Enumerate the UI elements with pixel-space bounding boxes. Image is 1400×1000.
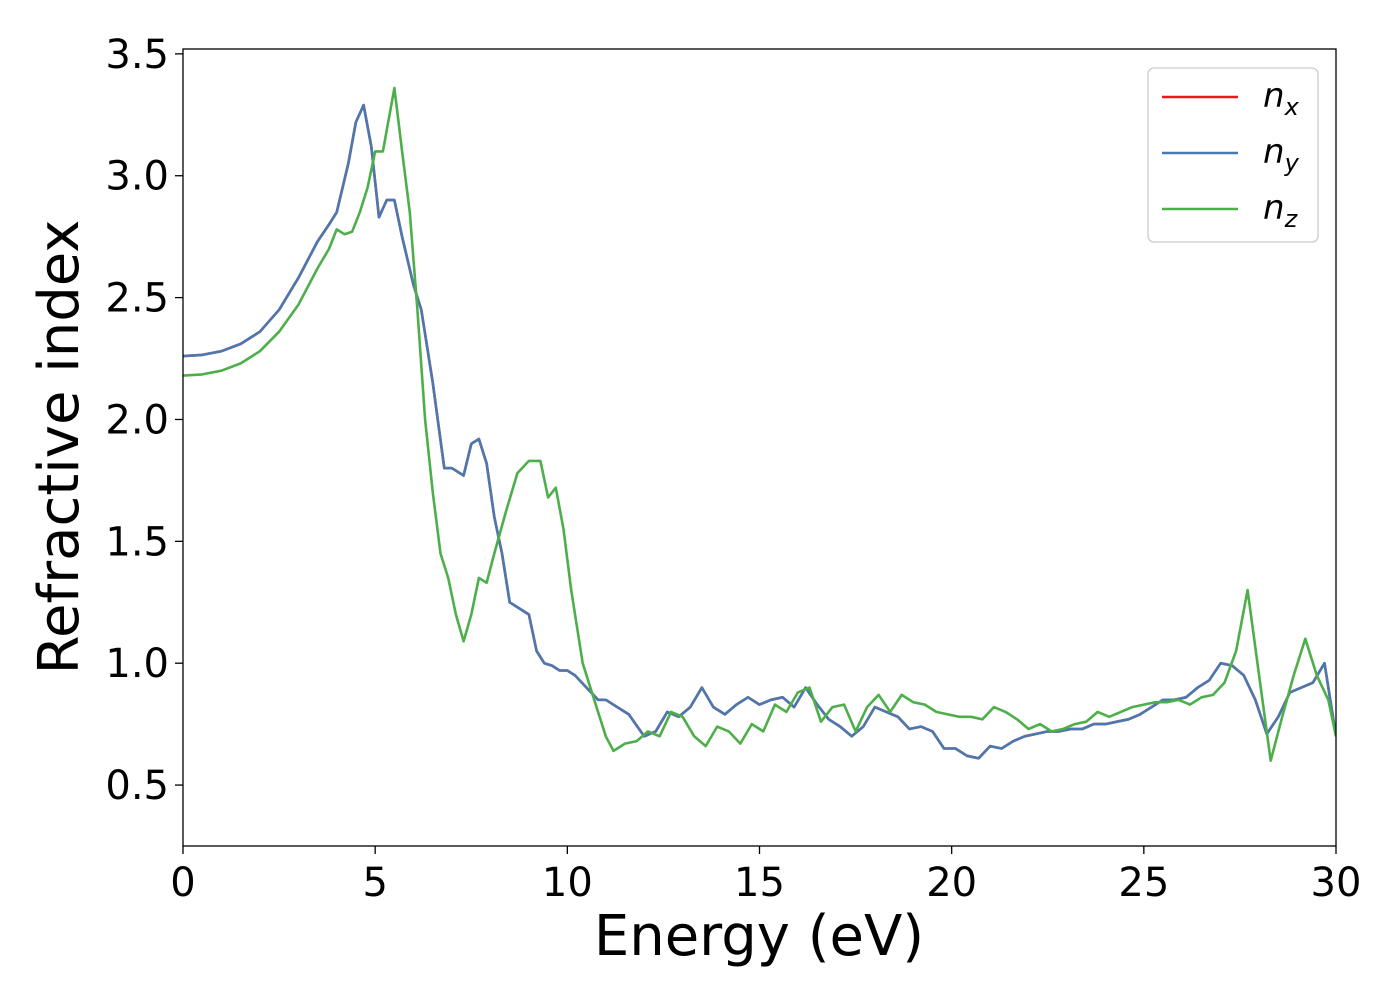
x-tick-label: 25: [1118, 860, 1169, 906]
y-axis-label: Refractive index: [27, 220, 92, 675]
y-tick-label: 1.5: [105, 519, 169, 565]
y-tick-label: 2.5: [105, 276, 169, 322]
x-tick-label: 30: [1311, 860, 1362, 906]
y-tick-label: 3.0: [105, 154, 169, 200]
legend-label-nz: nz: [1263, 188, 1299, 233]
series-line-nz: [183, 86, 1336, 762]
x-tick-label: 20: [926, 860, 977, 906]
legend-box: [1147, 67, 1319, 243]
y-tick-label: 0.5: [105, 763, 169, 809]
legend-label-ny: ny: [1263, 132, 1300, 177]
x-tick-label: 0: [170, 860, 195, 906]
plot-frame: [182, 48, 1337, 847]
y-tick-label: 3.5: [105, 32, 169, 78]
series-line-ny: [183, 103, 1336, 760]
y-tick-label: 1.0: [105, 641, 169, 687]
legend: nx ny nz: [1147, 67, 1319, 243]
x-axis: 0 5 10 15 20 25 30: [170, 846, 1361, 906]
legend-label-nx: nx: [1263, 76, 1300, 121]
y-axis: 0.5 1.0 1.5 2.0 2.5 3.0 3.5: [105, 32, 183, 809]
x-tick-label: 15: [734, 860, 785, 906]
x-axis-label: Energy (eV): [594, 904, 924, 969]
y-tick-label: 2.0: [105, 397, 169, 443]
x-tick-label: 10: [542, 860, 593, 906]
x-tick-label: 5: [362, 860, 387, 906]
plot-area: [183, 86, 1336, 762]
